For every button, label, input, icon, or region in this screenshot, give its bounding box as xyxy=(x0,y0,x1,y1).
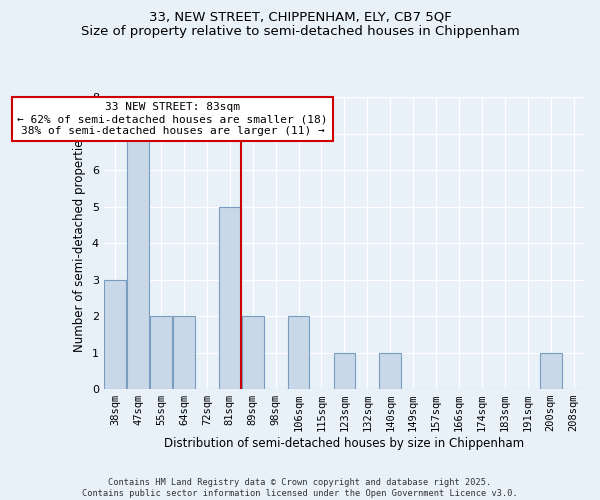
Bar xyxy=(150,316,172,389)
Text: Contains HM Land Registry data © Crown copyright and database right 2025.
Contai: Contains HM Land Registry data © Crown c… xyxy=(82,478,518,498)
Bar xyxy=(173,316,195,389)
Bar xyxy=(288,316,310,389)
Text: 33 NEW STREET: 83sqm
← 62% of semi-detached houses are smaller (18)
38% of semi-: 33 NEW STREET: 83sqm ← 62% of semi-detac… xyxy=(17,102,328,136)
Bar xyxy=(127,134,149,389)
Bar xyxy=(540,352,562,389)
Bar xyxy=(104,280,126,389)
Bar xyxy=(334,352,355,389)
Bar xyxy=(219,206,241,389)
Bar xyxy=(242,316,263,389)
Bar xyxy=(379,352,401,389)
Y-axis label: Number of semi-detached properties: Number of semi-detached properties xyxy=(73,134,86,352)
X-axis label: Distribution of semi-detached houses by size in Chippenham: Distribution of semi-detached houses by … xyxy=(164,437,524,450)
Text: 33, NEW STREET, CHIPPENHAM, ELY, CB7 5QF
Size of property relative to semi-detac: 33, NEW STREET, CHIPPENHAM, ELY, CB7 5QF… xyxy=(80,10,520,38)
